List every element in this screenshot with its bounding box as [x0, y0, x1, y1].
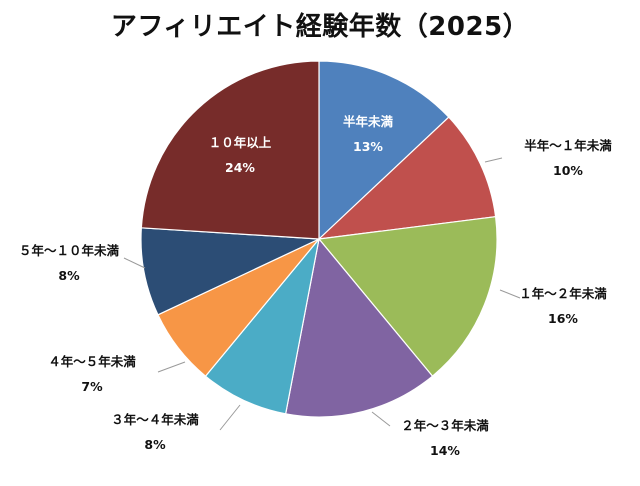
- leader-line: [499, 289, 521, 299]
- chart-title: アフィリエイト経験年数（2025）: [110, 12, 530, 42]
- leader-line: [219, 404, 241, 431]
- leader-line: [123, 257, 146, 269]
- slice-category-label: ４年～５年未満: [48, 354, 136, 369]
- slice-value-label: 16%: [548, 311, 578, 326]
- slice-category-label: １年～２年未満: [519, 286, 607, 301]
- slice-label-group: ２年～３年未満 14%: [371, 411, 489, 458]
- slice-value-label: 10%: [553, 163, 583, 178]
- slice-value-label: 8%: [58, 268, 80, 283]
- slice-label-group: ５年～１０年未満 8%: [19, 243, 146, 283]
- slice-category-label: ３年～４年未満: [111, 412, 199, 427]
- slice-value-label: 14%: [430, 443, 460, 458]
- slice-value-label: 13%: [353, 139, 383, 154]
- pie-slice: [317, 116, 497, 240]
- leader-line: [484, 157, 503, 163]
- leader-line: [371, 411, 391, 427]
- leader-line: [157, 361, 186, 373]
- slice-category-label: 半年～１年未満: [524, 138, 612, 153]
- slice-category-label: ２年～３年未満: [401, 418, 489, 433]
- slice-value-label: 24%: [225, 160, 255, 175]
- slice-value-label: 7%: [81, 379, 103, 394]
- slice-value-label: 8%: [144, 437, 166, 452]
- slice-label-group: ３年～４年未満 8%: [111, 404, 241, 452]
- slice-label-group: １０年以上 24%: [209, 135, 272, 175]
- slice-label-group: ４年～５年未満 7%: [48, 354, 186, 394]
- pie-slice: [140, 60, 320, 240]
- pie-slice: [140, 227, 320, 316]
- pie-slice: [204, 238, 320, 415]
- pie-slice: [318, 60, 450, 241]
- slice-label-group: 半年未満 13%: [343, 114, 394, 154]
- slice-category-label: １０年以上: [209, 135, 272, 150]
- slice-category-label: 半年未満: [343, 114, 394, 129]
- pie-slice: [317, 216, 498, 377]
- slice-label-group: 半年～１年未満 10%: [484, 138, 612, 178]
- pie-slice: [284, 237, 434, 418]
- slice-label-group: １年～２年未満 16%: [499, 286, 607, 326]
- slice-category-label: ５年～１０年未満: [19, 243, 120, 258]
